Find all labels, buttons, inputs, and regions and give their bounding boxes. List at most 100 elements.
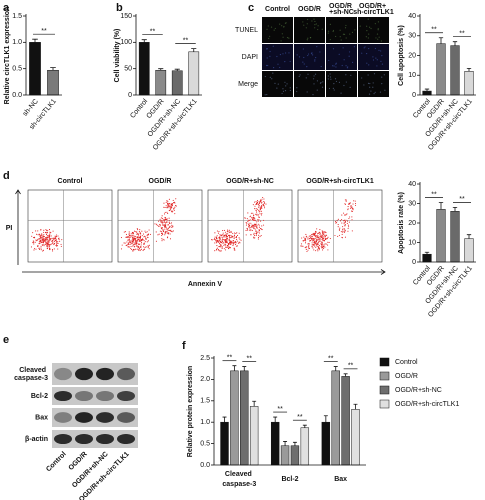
event-dot [222, 235, 224, 237]
event-dot [159, 225, 161, 227]
event-dot [246, 229, 248, 231]
error-bar [302, 424, 307, 428]
cell-dot [288, 37, 290, 39]
significance-label: ** [431, 27, 437, 34]
cell-dot [267, 64, 269, 67]
event-dot [256, 202, 259, 204]
event-dot [132, 233, 135, 235]
event-dot [224, 239, 226, 241]
event-dot [132, 250, 134, 252]
event-dot [168, 198, 170, 200]
event-dot [317, 243, 319, 245]
event-dot [232, 244, 234, 246]
event-dot [165, 223, 167, 225]
event-dot [161, 222, 163, 224]
error-bar [252, 400, 257, 407]
event-dot [253, 227, 255, 229]
event-dot [323, 245, 325, 247]
event-dot [121, 244, 123, 246]
event-dot [167, 224, 169, 226]
event-dot [55, 240, 58, 242]
event-dot [215, 236, 217, 238]
event-dot [161, 217, 164, 219]
cell-dot [364, 46, 366, 48]
bar [351, 409, 360, 466]
event-dot [146, 234, 148, 236]
bar [464, 71, 474, 96]
event-dot [128, 232, 130, 234]
event-dot [139, 232, 141, 234]
event-dot [258, 205, 260, 207]
event-dot [44, 243, 47, 245]
event-dot [336, 221, 338, 223]
event-dot [158, 233, 160, 235]
event-dot [163, 230, 165, 232]
plot-title: OGD/R+sh-NC [226, 178, 274, 185]
event-dot [234, 235, 236, 237]
cell-dot [369, 82, 371, 85]
event-dot [314, 232, 316, 234]
event-dot [227, 244, 230, 246]
axis-label: PI [6, 225, 13, 232]
bar [240, 370, 249, 466]
y-tick-label: 40 [408, 181, 416, 188]
event-dot [169, 208, 171, 210]
event-dot [40, 239, 42, 242]
event-dot [255, 235, 257, 237]
event-dot [37, 239, 39, 241]
significance-label: ** [41, 28, 47, 35]
event-dot [40, 238, 42, 240]
bar [436, 209, 446, 263]
event-dot [145, 238, 147, 240]
cell-dot [339, 29, 341, 31]
event-dot [326, 234, 328, 236]
cell-dot [322, 81, 324, 83]
event-dot [214, 232, 216, 234]
error-bar [323, 415, 328, 423]
cell-dot [381, 55, 383, 57]
event-dot [248, 222, 250, 224]
error-bar [438, 202, 444, 210]
event-dot [129, 241, 131, 243]
event-dot [48, 246, 51, 248]
event-dot [245, 224, 248, 226]
cell-dot [273, 67, 275, 69]
cell-dot [315, 56, 317, 59]
y-tick-label: 20 [408, 220, 416, 227]
event-dot [238, 237, 240, 239]
event-dot [259, 227, 262, 230]
event-dot [339, 227, 341, 229]
event-dot [33, 240, 35, 242]
event-dot [217, 232, 220, 234]
event-dot [262, 203, 264, 206]
event-dot [159, 224, 162, 226]
event-dot [138, 245, 140, 247]
event-dot [326, 237, 328, 239]
event-dot [256, 214, 258, 216]
event-dot [307, 249, 309, 251]
event-dot [131, 241, 133, 243]
event-dot [306, 235, 308, 237]
event-dot [324, 235, 327, 237]
event-dot [126, 241, 128, 243]
event-dot [245, 234, 247, 236]
event-dot [234, 242, 236, 244]
cell-dot [276, 55, 278, 58]
event-dot [236, 238, 238, 241]
event-dot [160, 231, 162, 233]
bar [270, 421, 280, 466]
event-dot [218, 246, 220, 248]
event-dot [247, 226, 250, 228]
event-dot [249, 224, 251, 226]
cell-dot [298, 56, 301, 58]
event-dot [175, 198, 177, 200]
event-dot [216, 235, 218, 237]
cell-dot [311, 52, 313, 54]
event-dot [231, 236, 233, 238]
event-dot [342, 228, 344, 230]
event-dot [148, 248, 150, 250]
event-dot [137, 243, 139, 245]
event-dot [170, 207, 172, 209]
event-dot [216, 241, 218, 243]
cell-dot [270, 26, 273, 28]
